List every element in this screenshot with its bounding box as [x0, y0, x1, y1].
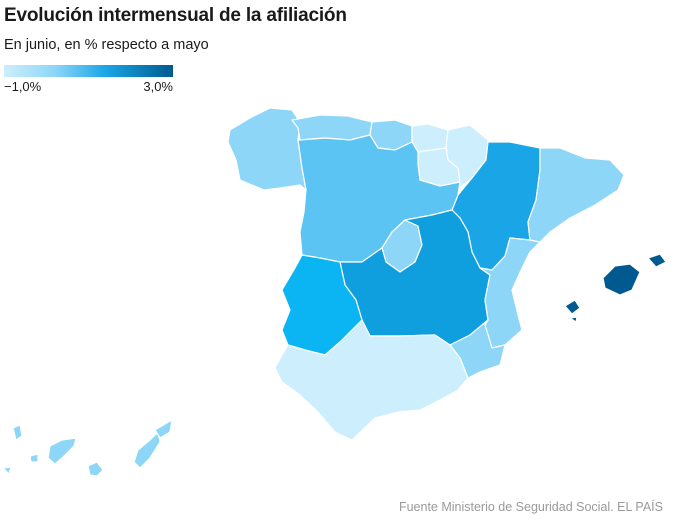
region-murcia[interactable]: Murcia	[449, 319, 506, 379]
region-canarias-el-hierro[interactable]: Canarias	[2, 466, 12, 475]
legend-max-label: 3,0%	[143, 79, 173, 94]
legend-labels: −1,0% 3,0%	[4, 79, 173, 95]
region-canarias-fuerteventura[interactable]: Canarias	[133, 431, 161, 469]
region-asturias[interactable]: Asturias	[291, 114, 373, 141]
region-baleares-menorca[interactable]: Islas Baleares	[647, 253, 667, 268]
region-cataluna[interactable]: Cataluña	[527, 147, 625, 243]
region-canarias-gran-canaria[interactable]: Canarias	[87, 461, 104, 477]
region-baleares-mallorca[interactable]: Islas Baleares	[602, 263, 641, 296]
region-canarias-tenerife[interactable]: Canarias	[47, 437, 77, 465]
region-canarias-lanzarote[interactable]: Canarias	[154, 419, 173, 439]
region-baleares-formentera[interactable]: Islas Baleares	[569, 316, 578, 323]
color-legend: −1,0% 3,0%	[4, 65, 173, 95]
chart-subtitle: En junio, en % respecto a mayo	[4, 37, 209, 53]
legend-gradient-bar	[4, 65, 173, 77]
region-andalucia[interactable]: Andalucía	[274, 319, 469, 441]
region-canarias-la-palma[interactable]: Canarias	[12, 424, 23, 441]
region-baleares-ibiza[interactable]: Islas Baleares	[564, 299, 581, 315]
source-note: Fuente Ministerio de Seguridad Social. E…	[398, 500, 663, 514]
region-canarias-la-gomera[interactable]: Canarias	[29, 453, 39, 463]
chart-title: Evolución intermensual de la afiliación	[4, 5, 347, 26]
legend-min-label: −1,0%	[4, 79, 42, 94]
